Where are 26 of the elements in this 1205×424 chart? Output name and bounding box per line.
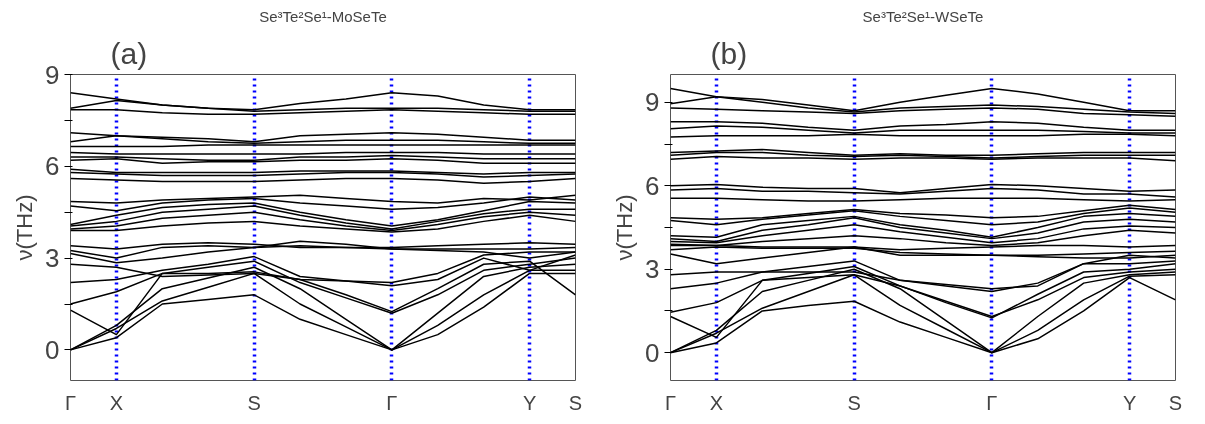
x-tick-label: S — [247, 391, 261, 414]
x-tick-label: Y — [522, 391, 537, 414]
x-tick-label: Γ — [664, 391, 677, 414]
x-tick-label: Γ — [386, 391, 398, 414]
x-tick-label: Γ — [64, 391, 77, 414]
y-tick-label: 6 — [45, 151, 60, 182]
x-tick-label: X — [109, 391, 124, 414]
y-axis-title: ν(THz) — [612, 194, 638, 261]
x-tick-label: S — [568, 391, 583, 414]
y-tick-label: 6 — [645, 170, 660, 201]
y-tick-label: 9 — [45, 59, 60, 90]
x-tick-label: Γ — [986, 391, 998, 414]
y-axis-title: ν(THz) — [12, 194, 38, 261]
chart-title: Se³Te²Se¹-MoSeTe — [259, 7, 387, 25]
x-tick-label: X — [709, 391, 724, 414]
x-tick-label: S — [847, 391, 861, 414]
x-tick-label: Y — [1122, 391, 1137, 414]
text: (b) — [710, 36, 748, 70]
y-tick-label: 9 — [645, 87, 660, 118]
text: (a) — [110, 36, 148, 70]
x-tick-label: S — [1168, 391, 1183, 414]
y-tick-label: 0 — [645, 337, 660, 368]
y-tick-label: 0 — [45, 334, 60, 365]
y-tick-label: 3 — [45, 243, 60, 274]
chart-title: Se³Te²Se¹-WSeTe — [862, 7, 984, 25]
y-tick-label: 3 — [645, 254, 660, 285]
